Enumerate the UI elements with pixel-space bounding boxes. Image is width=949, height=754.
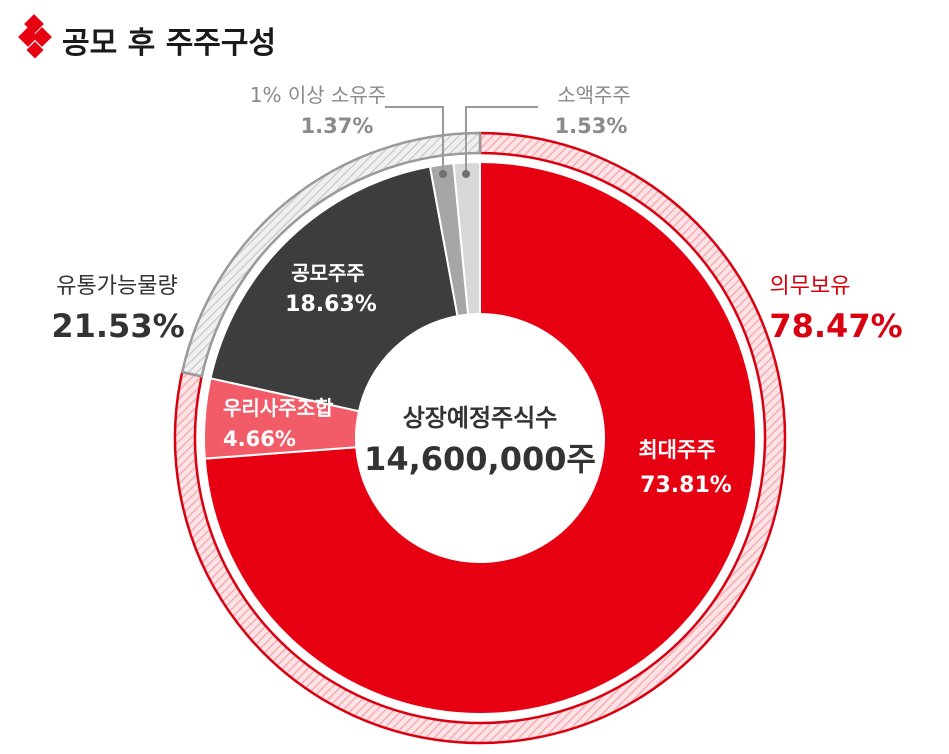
center-label: 상장예정주식수 [403, 404, 558, 432]
center-hole [356, 314, 604, 562]
group-value-lockup: 78.47% [769, 307, 902, 345]
group-ring-0 [173, 131, 787, 745]
group-ring [173, 131, 787, 745]
group-label-lockup: 의무보유 [770, 274, 851, 299]
group-value-tradable: 21.53% [51, 307, 184, 345]
leader-line-small [465, 106, 538, 173]
leader-line-1pct [385, 106, 444, 173]
slice-label-1pct: 1% 이상 소유주 [250, 83, 386, 107]
group-ring-1 [180, 131, 482, 378]
slice-value-minority: 1.53% [555, 114, 628, 138]
slice-value-esop: 4.66% [223, 427, 296, 451]
slice-value-largest: 73.81% [640, 473, 732, 498]
diamond-logo-icon [18, 14, 52, 59]
page-title: 공모 후 주주구성 [62, 26, 276, 61]
leader-lines [385, 106, 538, 178]
slice-label-largest: 최대주주 [638, 438, 715, 462]
slice-label-esop: 우리사주조합 [223, 396, 334, 420]
slice-value-public: 18.63% [285, 292, 377, 317]
slice-label-minority: 소액주주 [557, 83, 631, 107]
group-label-tradable: 유통가능물량 [56, 274, 177, 299]
slice-value-1pct: 1.37% [301, 114, 374, 138]
slice-label-public: 공모주주 [291, 261, 365, 285]
center-value: 14,600,000주 [364, 440, 596, 478]
